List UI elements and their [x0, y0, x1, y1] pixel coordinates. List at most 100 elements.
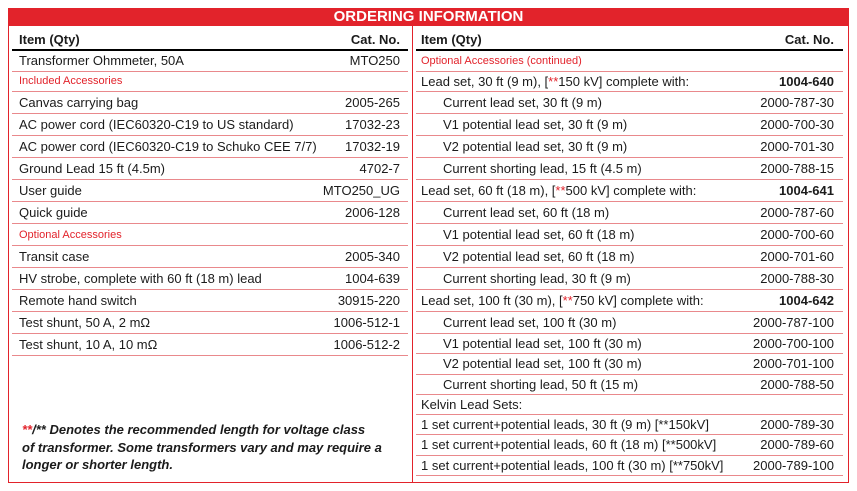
item-name: Current shorting lead, 30 ft (9 m): [443, 271, 631, 286]
item-name: Lead set, 30 ft (9 m), [**150 kV] comple…: [421, 73, 690, 89]
catalog-number: 2000-700-100: [753, 336, 834, 352]
item-name: 1 set current+potential leads, 60 ft (18…: [421, 437, 717, 453]
item-name: 1 set current+potential leads, 30 ft (9 …: [421, 417, 709, 433]
catalog-number: 1004-642: [779, 293, 834, 308]
lead-set-component-row: Current lead set, 30 ft (9 m) 2000-787-3…: [416, 92, 843, 114]
lead-set-component-row: Current shorting lead, 30 ft (9 m) 2000-…: [416, 268, 843, 290]
item-name: V1 potential lead set, 30 ft (9 m): [443, 117, 628, 132]
lead-set-component-row: Current shorting lead, 15 ft (4.5 m) 200…: [416, 158, 843, 180]
lead-set-component-row: V2 potential lead set, 30 ft (9 m) 2000-…: [416, 136, 843, 158]
catalog-number: 1004-641: [779, 183, 834, 198]
catalog-number: 17032-19: [345, 139, 400, 154]
table-row: Canvas carrying bag 2005-265: [12, 92, 408, 114]
item-name: Test shunt, 50 A, 2 mΩ: [19, 315, 151, 330]
lead-set-component-row: V2 potential lead set, 60 ft (18 m) 2000…: [416, 246, 843, 268]
section-heading: Included Accessories: [19, 75, 123, 88]
recommended-length-marker: **: [562, 293, 573, 308]
lead-set-row: Lead set, 100 ft (30 m), [**750 kV] comp…: [416, 290, 843, 312]
item-name: Transformer Ohmmeter, 50A: [19, 53, 184, 69]
catalog-number: 2000-787-60: [760, 205, 834, 220]
catalog-number-column-header: Cat. No.: [784, 32, 834, 47]
item-name: V2 potential lead set, 100 ft (30 m): [443, 356, 642, 372]
catalog-number: MTO250: [349, 53, 400, 69]
catalog-number: 2005-340: [345, 249, 400, 264]
item-name: Test shunt, 10 A, 10 mΩ: [19, 337, 158, 352]
item-column-header: Item (Qty): [19, 32, 80, 47]
item-name: Current shorting lead, 50 ft (15 m): [443, 376, 639, 392]
table-row: Test shunt, 50 A, 2 mΩ 1006-512-1: [12, 312, 408, 334]
catalog-number: MTO250_UG: [322, 183, 400, 198]
lead-set-component-row: V1 potential lead set, 100 ft (30 m) 200…: [416, 334, 843, 355]
item-name: Canvas carrying bag: [19, 95, 139, 110]
catalog-number: 1004-640: [779, 73, 834, 89]
kelvin-lead-set-row: 1 set current+potential leads, 100 ft (3…: [416, 456, 843, 476]
catalog-number: 2000-789-100: [753, 457, 834, 473]
catalog-number: 2000-701-30: [760, 139, 834, 154]
catalog-number: 2000-789-30: [760, 417, 834, 433]
catalog-number: 2000-787-100: [753, 315, 834, 330]
ordering-table-right: Item (Qty) Cat. No. Optional Accessories…: [416, 30, 843, 476]
table-header: Item (Qty) Cat. No.: [12, 30, 408, 51]
item-name: Current lead set, 100 ft (30 m): [443, 315, 617, 330]
table-row: AC power cord (IEC60320-C19 to Schuko CE…: [12, 136, 408, 158]
kelvin-lead-set-row: 1 set current+potential leads, 60 ft (18…: [416, 435, 843, 456]
catalog-number: 1006-512-1: [333, 315, 401, 330]
footnote-line: longer or shorter length.: [22, 457, 173, 472]
catalog-number: 30915-220: [337, 293, 400, 308]
catalog-number: 2000-701-100: [753, 356, 834, 372]
lead-set-component-row: Current shorting lead, 50 ft (15 m) 2000…: [416, 375, 843, 395]
section-heading: Optional Accessories: [19, 228, 122, 241]
catalog-number: 2000-701-60: [760, 249, 834, 264]
catalog-number: 2000-788-30: [760, 271, 834, 286]
table-header: Item (Qty) Cat. No.: [416, 30, 843, 51]
table-row: User guide MTO250_UG: [12, 180, 408, 202]
column-divider: [412, 26, 413, 483]
catalog-number: 2000-787-30: [760, 95, 834, 110]
item-name: Quick guide: [19, 205, 88, 220]
catalog-number: 2000-700-60: [760, 227, 834, 242]
lead-set-component-row: Current lead set, 100 ft (30 m) 2000-787…: [416, 312, 843, 334]
item-name: Current shorting lead, 15 ft (4.5 m): [443, 161, 642, 176]
item-name: AC power cord (IEC60320-C19 to US standa…: [19, 117, 294, 132]
item-name: V2 potential lead set, 60 ft (18 m): [443, 249, 635, 264]
table-row: Transit case 2005-340: [12, 246, 408, 268]
lead-set-component-row: Current lead set, 60 ft (18 m) 2000-787-…: [416, 202, 843, 224]
footnote-line: of transformer. Some transformers vary a…: [22, 439, 382, 455]
catalog-number: 2000-788-50: [760, 376, 834, 392]
section-heading-row: Included Accessories: [12, 72, 408, 92]
catalog-number: 1004-639: [345, 271, 400, 286]
item-column-header: Item (Qty): [421, 32, 482, 47]
section-heading: Optional Accessories (continued): [421, 54, 582, 67]
catalog-number: 2000-789-60: [760, 437, 834, 453]
item-name: V1 potential lead set, 60 ft (18 m): [443, 227, 635, 242]
catalog-number: 2000-788-15: [760, 161, 834, 176]
kelvin-lead-set-row: 1 set current+potential leads, 30 ft (9 …: [416, 415, 843, 436]
recommended-length-marker: **: [22, 422, 33, 437]
footnote-line: **/** Denotes the recommended length for…: [22, 422, 366, 437]
table-row: Remote hand switch 30915-220: [12, 290, 408, 312]
item-name: HV strobe, complete with 60 ft (18 m) le…: [19, 271, 262, 286]
ordering-information-title: ORDERING INFORMATION: [8, 8, 849, 26]
catalog-number: 2006-128: [345, 205, 400, 220]
catalog-number: 2005-265: [345, 95, 400, 110]
catalog-number: 4702-7: [359, 161, 400, 176]
product-row: Transformer Ohmmeter, 50A MTO250: [12, 51, 408, 72]
item-name: Ground Lead 15 ft (4.5m): [19, 161, 165, 176]
catalog-number: 17032-23: [345, 117, 400, 132]
item-name: Lead set, 60 ft (18 m), [**500 kV] compl…: [421, 183, 697, 198]
item-name: Transit case: [19, 249, 90, 264]
item-name: Remote hand switch: [19, 293, 137, 308]
table-row: Test shunt, 10 A, 10 mΩ 1006-512-2: [12, 334, 408, 356]
lead-set-component-row: V1 potential lead set, 60 ft (18 m) 2000…: [416, 224, 843, 246]
table-row: Quick guide 2006-128: [12, 202, 408, 224]
table-row: Ground Lead 15 ft (4.5m) 4702-7: [12, 158, 408, 180]
item-name: Current lead set, 30 ft (9 m): [443, 95, 602, 110]
item-name: 1 set current+potential leads, 100 ft (3…: [421, 457, 724, 473]
table-row: AC power cord (IEC60320-C19 to US standa…: [12, 114, 408, 136]
recommended-length-marker: **: [548, 73, 559, 89]
catalog-number: 2000-700-30: [760, 117, 834, 132]
item-name: Current lead set, 60 ft (18 m): [443, 205, 610, 220]
section-heading-row: Optional Accessories (continued): [416, 51, 843, 72]
item-name: AC power cord (IEC60320-C19 to Schuko CE…: [19, 139, 317, 154]
item-name: V2 potential lead set, 30 ft (9 m): [443, 139, 628, 154]
